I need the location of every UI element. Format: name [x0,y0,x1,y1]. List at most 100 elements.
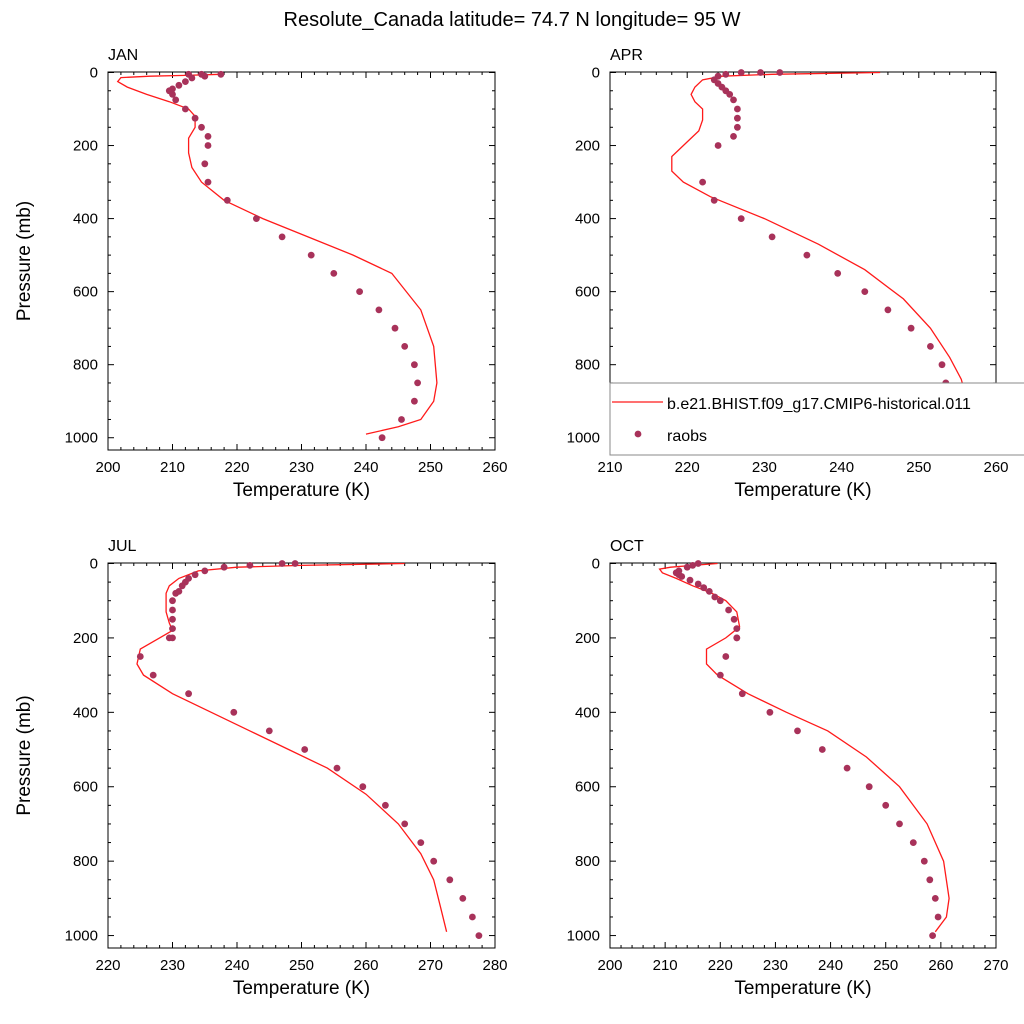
panel-label: JAN [108,47,138,64]
obs-point [722,653,730,660]
x-tick-label: 230 [160,957,185,974]
obs-point [934,913,942,921]
obs-point [710,196,718,204]
y-tick-label: 600 [575,779,600,796]
y-tick-label: 0 [90,65,98,82]
obs-point [188,74,196,82]
obs-point [733,625,741,632]
obs-point [734,105,741,113]
obs-point [175,81,183,89]
y-tick-label: 400 [575,704,600,721]
x-tick-label: 200 [597,957,622,974]
obs-point [246,562,254,569]
x-tick-label: 250 [873,957,898,974]
obs-point [149,671,157,679]
obs-point [414,379,421,387]
y-tick-label: 400 [575,211,600,228]
y-tick-label: 1000 [65,430,98,447]
x-tick-label: 210 [597,459,622,476]
x-tick-label: 200 [95,459,120,476]
obs-point [204,142,212,149]
obs-point [738,690,746,698]
obs-point [172,589,180,597]
obs-point [726,91,734,98]
x-tick-label: 260 [983,459,1008,476]
obs-point [217,70,225,78]
y-tick-label: 800 [73,853,98,870]
obs-point [882,801,890,809]
y-tick-label: 600 [73,779,98,796]
obs-point [734,123,741,131]
obs-point [182,78,189,85]
obs-point [705,588,713,595]
panels: JAN 200 210 220 230 240 250 260 0 200 400 600 800 100… [14,47,1009,999]
x-tick-label: 230 [289,459,314,476]
obs-point [737,69,745,76]
obs-point [182,105,189,113]
obs-point [191,114,199,122]
obs-point [714,142,722,149]
obs-point [459,895,467,902]
model-line [658,563,950,933]
obs-point [865,783,873,791]
x-tick-label: 230 [763,957,788,974]
obs-point [136,653,144,660]
obs-point [230,708,238,716]
obs-point [909,839,917,846]
y-tick-label: 200 [73,138,98,155]
obs-point [401,820,409,828]
y-tick-label: 1000 [65,928,98,945]
y-tick-label: 0 [90,556,98,573]
obs-point [699,178,706,186]
obs-point [920,857,928,865]
obs-point [169,597,176,605]
y-tick-label: 200 [73,630,98,647]
x-axis-label: Temperature (K) [734,480,871,501]
obs-point [711,593,719,601]
obs-point [766,708,774,716]
obs-point [169,625,176,632]
obs-point [716,597,724,605]
x-tick-label: 210 [160,459,185,476]
x-tick-label: 250 [418,459,443,476]
panel-jan: JAN 200 210 220 230 240 250 260 0 200 400 600 800 100… [14,47,508,501]
figure-title: Resolute_Canada latitude= 74.7 N longitu… [284,9,741,31]
obs-point [730,96,737,104]
x-tick-label: 240 [353,459,378,476]
obs-point [926,876,934,884]
x-tick-label: 220 [95,957,120,974]
obs-point [220,563,228,571]
y-tick-label: 200 [575,138,600,155]
obs-point [896,820,903,828]
x-tick-label: 220 [675,459,700,476]
obs-point [938,361,946,369]
obs-point [757,69,764,76]
y-axis-label: Pressure (mb) [14,695,35,815]
obs-point [834,270,842,277]
obs-point [929,932,936,939]
obs-point [734,114,741,122]
obs-point [700,584,708,592]
plot-frame [609,562,997,949]
obs-point [689,562,697,569]
obs-point [165,634,173,642]
obs-point [169,606,176,614]
y-tick-label: 400 [73,704,98,721]
legend-model-label: b.e21.BHIST.f09_g17.CMIP6-historical.011 [667,396,971,413]
obs-point [411,361,418,369]
obs-point [683,563,691,571]
obs-point [359,783,367,791]
obs-point [178,582,186,590]
x-tick-label: 260 [353,957,378,974]
obs-point [716,671,724,679]
obs-point [694,560,702,567]
x-tick-label: 210 [653,957,678,974]
panel-oct: OCT 200 210 220 230 240 250 260 270 0 200 400 600 800… [567,538,1009,999]
y-tick-label: 800 [575,853,600,870]
obs-point [204,178,212,186]
obs-point [417,839,425,846]
model-line [671,72,966,435]
panel-label: JUL [108,538,137,555]
obs-point [730,615,738,623]
y-axis-label: Pressure (mb) [14,201,35,321]
